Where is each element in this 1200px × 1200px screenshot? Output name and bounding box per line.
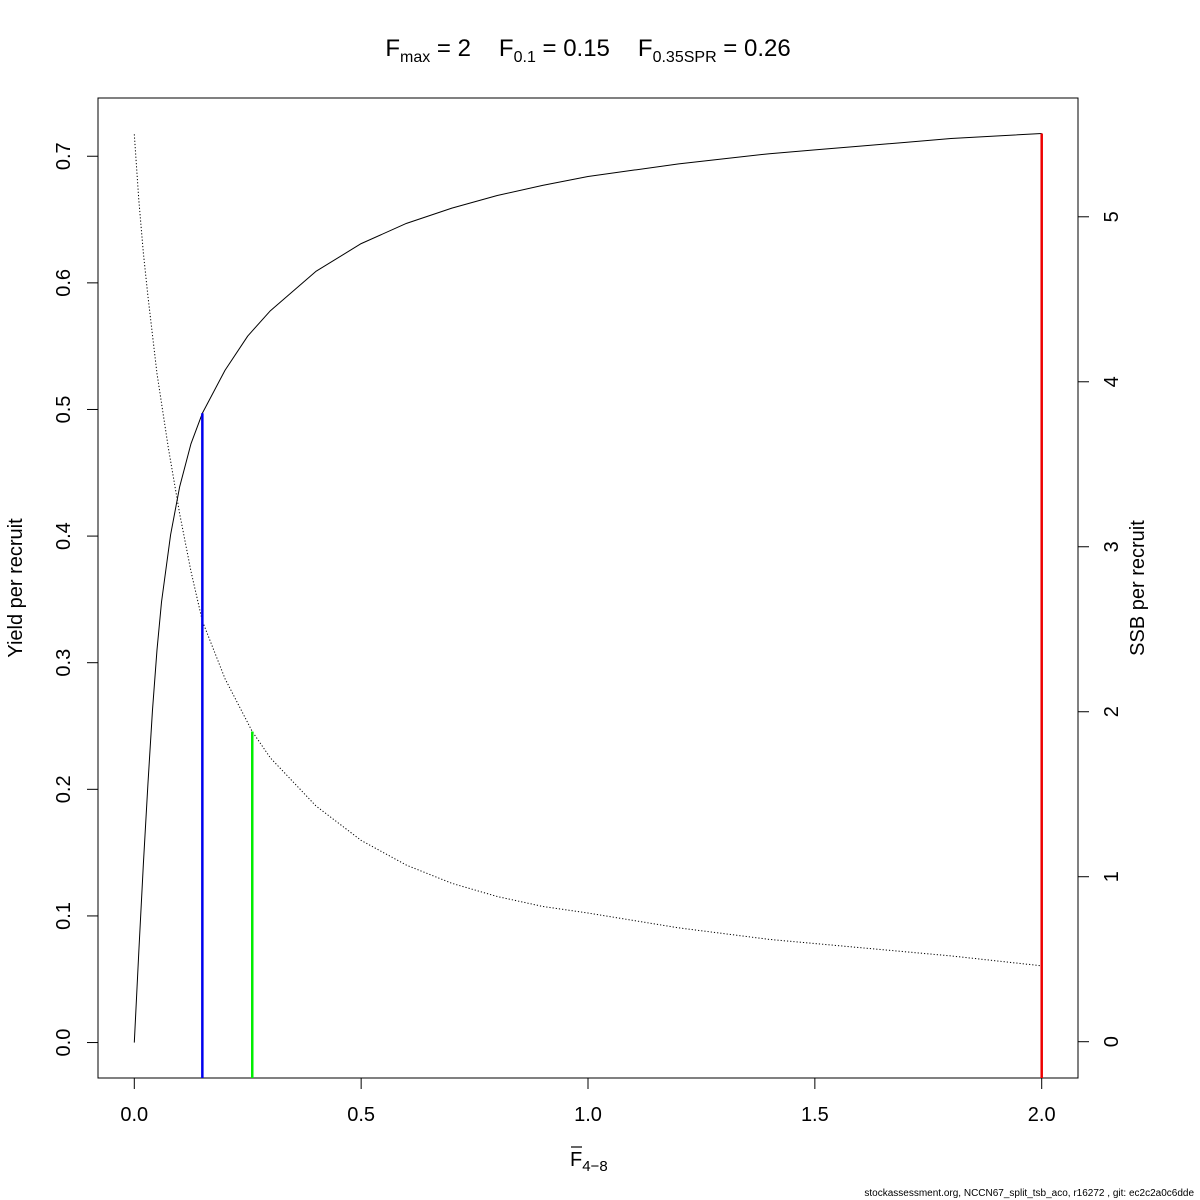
y-right-tick-label: 1 <box>1101 871 1123 882</box>
svg-text:F4−8: F4−8 <box>570 1149 608 1175</box>
title-f035-value: = 0.26 <box>717 35 791 62</box>
y-axis-right-title: SSB per recruit <box>1127 520 1149 656</box>
x-axis: 0.0 0.5 1.0 1.5 2.0 <box>120 1077 1056 1126</box>
y-axis-left-title: Yield per recruit <box>5 518 27 658</box>
y-left-tick-label: 0.0 <box>53 1029 75 1057</box>
y-left-tick-label: 0.3 <box>53 649 75 677</box>
x-axis-title: F4−8 <box>570 1146 608 1175</box>
yield-per-recruit-line <box>133 132 1042 1043</box>
y-right-tick-label: 5 <box>1101 211 1123 222</box>
y-right-tick-label: 0 <box>1101 1036 1123 1047</box>
y-right-tick-label: 2 <box>1101 706 1123 717</box>
chart-title: Fmax = 2 F0.1 = 0.15 F0.35SPR = 0.26 <box>385 35 790 66</box>
x-tick-label: 1.0 <box>574 1104 602 1126</box>
title-fmax-label: F <box>385 35 400 62</box>
y-right-tick-label: 3 <box>1101 541 1123 552</box>
y-left-tick-label: 0.1 <box>53 902 75 930</box>
plot-frame <box>97 97 1079 1079</box>
x-tick-label: 2.0 <box>1028 1104 1056 1126</box>
y-left-tick-label: 0.2 <box>53 775 75 803</box>
y-left-tick-label: 0.4 <box>53 522 75 550</box>
x-axis-title-sub: 4−8 <box>582 1158 607 1175</box>
reference-lines <box>201 133 1043 1078</box>
y-axis-right: 0 1 2 3 4 5 <box>1077 211 1123 1047</box>
title-f01-value: = 0.15 <box>536 35 610 62</box>
title-f01-sub: 0.1 <box>514 49 536 66</box>
y-left-tick-label: 0.6 <box>53 269 75 297</box>
title-fmax-value: = 2 <box>430 35 471 62</box>
title-f01-label: F <box>499 35 514 62</box>
x-axis-title-text: F <box>570 1149 582 1171</box>
y-left-tick-label: 0.7 <box>53 142 75 170</box>
x-tick-label: 0.5 <box>347 1104 375 1126</box>
title-fmax-sub: max <box>400 49 430 66</box>
series-layer <box>133 132 1042 1043</box>
y-right-tick-label: 4 <box>1101 376 1123 387</box>
y-axis-left: 0.0 0.1 0.2 0.3 0.4 0.5 0.6 0.7 <box>53 142 99 1057</box>
title-f035-sub: 0.35SPR <box>653 49 717 66</box>
x-tick-label: 0.0 <box>120 1104 148 1126</box>
y-left-tick-label: 0.5 <box>53 396 75 424</box>
x-tick-label: 1.5 <box>801 1104 829 1126</box>
footer-text: stockassessment.org, NCCN67_split_tsb_ac… <box>864 1188 1194 1199</box>
title-f035-label: F <box>638 35 653 62</box>
ssb-per-recruit-line <box>133 134 1042 967</box>
